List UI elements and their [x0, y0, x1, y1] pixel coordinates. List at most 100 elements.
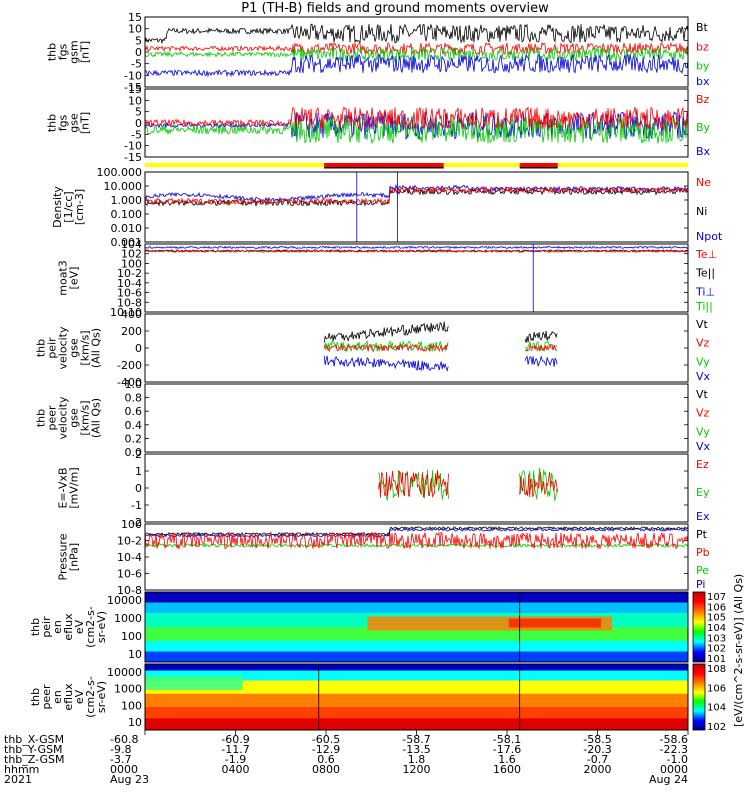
colorbar-tick-label: 103 [707, 633, 726, 644]
spectrogram-band [145, 680, 688, 694]
colorbar-tick-label: 102 [707, 644, 726, 655]
legend-entry: bx [696, 75, 710, 88]
legend-entry: Bt [696, 21, 709, 34]
x-tick-label: 1600 [493, 763, 521, 776]
y-axis-label: thb [29, 618, 42, 636]
y-tick-label: -15 [124, 81, 142, 94]
y-tick-label: -15 [124, 151, 142, 164]
flag-bar-red [324, 163, 444, 167]
legend-entry: Ti|| [695, 300, 713, 313]
y-axis-label: fgs [57, 43, 70, 60]
legend-entry: Ne [696, 176, 711, 189]
legend-entry: Pb [696, 546, 710, 559]
panel-frame [144, 88, 689, 158]
spectrogram-band [145, 670, 688, 681]
colorbar-tick-label: 105 [707, 613, 726, 624]
flag-bar-black [519, 167, 558, 169]
y-tick-label: 0 [135, 117, 142, 130]
panel-frame [144, 243, 689, 313]
x-tick-label: 1.6 [498, 753, 516, 766]
y-axis-label: moat3 [57, 260, 70, 296]
legend-entry: Vz [696, 407, 710, 420]
y-tick-label: 10-4 [117, 277, 142, 290]
y-axis-label: thb [46, 43, 59, 61]
y-tick-label: 10000 [107, 594, 142, 607]
x-row-label: 2021 [4, 773, 32, 786]
legend-entry: by [696, 60, 710, 73]
y-tick-label: 200 [121, 325, 142, 338]
y-tick-label: 10-4 [117, 551, 142, 564]
y-tick-label: 0 [135, 46, 142, 59]
x-tick-label: -0.7 [587, 753, 608, 766]
y-axis-label: [km/s] [79, 400, 92, 435]
x-tick-label: -60.9 [221, 733, 249, 746]
y-tick-label: 0.6 [125, 405, 143, 418]
y-tick-label: 0.010 [111, 222, 143, 235]
y-axis-label: gsm [68, 40, 81, 63]
colorbar-tick-label: 104 [707, 623, 726, 634]
spectrogram-band [145, 664, 688, 671]
x-tick-label: 2000 [584, 763, 612, 776]
y-tick-label: 1.000 [111, 194, 143, 207]
series-line-pb [144, 530, 689, 550]
y-tick-label: 0.2 [125, 432, 143, 445]
panel-frame [144, 453, 689, 523]
y-axis-label: thb [35, 339, 48, 357]
y-tick-label: -200 [117, 359, 142, 372]
colorbar-tick-label: 104 [707, 703, 726, 714]
series-line-bt [144, 23, 689, 45]
y-tick-label: 0.0 [125, 446, 143, 459]
y-axis-label: sr-eV) [95, 611, 108, 643]
y-tick-label: 100 [121, 699, 142, 712]
y-tick-label: 10000 [107, 666, 142, 679]
legend-entry: Ni [696, 205, 707, 218]
x-tick-label: 1.8 [408, 753, 426, 766]
y-tick-label: 15 [128, 11, 142, 24]
series-line-pe [144, 542, 689, 549]
flag-bar-black [324, 167, 444, 169]
y-axis-label: thb [35, 409, 48, 427]
y-axis-label: velocity [57, 396, 70, 439]
y-tick-label: 10 [128, 23, 142, 36]
spectrogram-band [145, 706, 688, 719]
y-axis-label: [cm-3] [73, 189, 86, 225]
y-tick-label: 5 [135, 34, 142, 47]
y-axis-label: peer [46, 405, 59, 431]
y-tick-label: 5 [135, 106, 142, 119]
y-tick-label: 10.000 [104, 180, 143, 193]
spectrogram-band [145, 718, 688, 730]
y-tick-label: 10-8 [117, 296, 142, 309]
legend-entry: Pt [696, 528, 708, 541]
y-tick-label: 1.0 [125, 378, 143, 391]
spectrogram-band [145, 693, 688, 707]
series-line-bx [144, 53, 689, 78]
y-axis-label: (cm2-s- [84, 606, 97, 648]
y-axis-label: [nT] [79, 112, 92, 134]
x-tick-label: 0000 [660, 763, 688, 776]
y-axis-label: eV [73, 689, 86, 704]
panel-frame [144, 383, 689, 453]
legend-entry: Pi [696, 578, 705, 591]
x-tick-label: 0.6 [317, 753, 335, 766]
series-line-by-gse [144, 110, 689, 140]
x-tick-label: Aug 24 [649, 773, 688, 786]
y-tick-label: 10 [128, 648, 142, 661]
series-line-pi [144, 527, 688, 538]
y-tick-label: 10-2 [117, 267, 142, 280]
legend-entry: Pe [696, 564, 709, 577]
legend-entry: Vx [696, 370, 711, 383]
y-axis-label: eflux [62, 683, 75, 711]
x-tick-label: Aug 23 [110, 773, 149, 786]
x-tick-label: -9.8 [110, 743, 131, 756]
series-line-bz [144, 41, 689, 56]
y-tick-label: 100 [121, 257, 142, 270]
y-axis-label: peir [46, 337, 59, 359]
series-line-npot [144, 183, 689, 203]
legend-entry: Vt [696, 388, 709, 401]
x-tick-label: 1200 [403, 763, 431, 776]
x-row-label: thb_Y-GSM [4, 743, 63, 756]
colorbar [692, 591, 706, 663]
y-tick-label: 1 [135, 465, 142, 478]
legend-entry: Ey [696, 486, 710, 499]
x-tick-label: -17.6 [493, 743, 521, 756]
